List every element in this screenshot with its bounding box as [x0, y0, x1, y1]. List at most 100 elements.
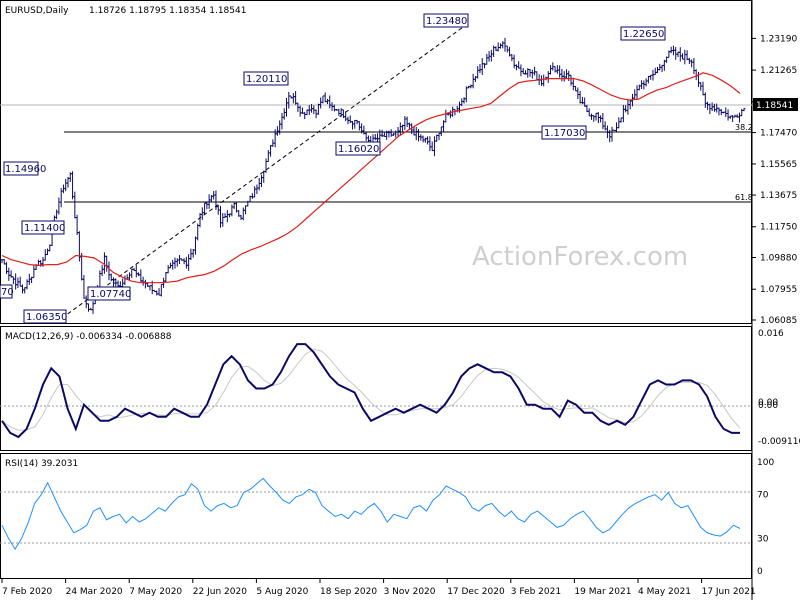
- time-axis: 7 Feb 2020 24 Mar 2020 7 May 2020 22 Jun 20…: [1, 578, 756, 597]
- price-bar: [105, 255, 109, 272]
- price-bar: [498, 43, 502, 49]
- price-bar: [364, 132, 368, 141]
- price-bar: [683, 49, 687, 65]
- macd-main-line: [1, 343, 740, 439]
- price-bar: [123, 275, 127, 286]
- price-pane-ohlc: 1.18726 1.18795 1.18354 1.18541: [89, 6, 246, 16]
- price-bar: [351, 121, 355, 130]
- price-bar: [14, 273, 18, 290]
- price-bar: [701, 81, 705, 96]
- price-bar: [196, 223, 200, 241]
- price-bar: [542, 74, 546, 87]
- rsi-tick-label: 30: [757, 534, 769, 544]
- price-bar: [505, 45, 509, 53]
- price-bar: [571, 77, 575, 91]
- price-bar: [530, 69, 534, 79]
- price-bar: [166, 265, 170, 274]
- callout-1-20110-text: 1.20110: [246, 74, 287, 85]
- price-bar: [376, 133, 380, 143]
- callout-1-16020: 1.16020: [335, 141, 381, 156]
- price-bar: [137, 272, 141, 277]
- price-bar: [73, 191, 77, 219]
- price-bar: [175, 258, 179, 267]
- price-bar: [706, 101, 710, 110]
- price-bar: [319, 97, 323, 109]
- price-bar: [644, 78, 648, 87]
- price-bar: [417, 129, 421, 142]
- time-tick-label: 5 Aug 2020: [256, 587, 308, 597]
- price-bar: [432, 136, 436, 157]
- price-bar: [98, 270, 102, 289]
- price-bar: [503, 37, 507, 52]
- price-bar: [430, 141, 434, 152]
- price-bar: [574, 86, 578, 92]
- price-bar: [624, 105, 628, 113]
- price-bar: [453, 109, 457, 116]
- price-bar: [134, 264, 138, 278]
- callout-1-23480: 1.23480: [423, 13, 469, 28]
- price-bar: [157, 288, 161, 296]
- price-bar: [285, 97, 289, 117]
- price-bar: [681, 53, 685, 60]
- price-bar: [546, 71, 550, 83]
- price-bar: [642, 80, 646, 90]
- price-bar: [558, 65, 562, 78]
- price-bar: [517, 61, 521, 69]
- price-bar: [241, 207, 245, 221]
- time-tick-label: 3 Feb 2021: [511, 587, 561, 597]
- price-bar: [501, 41, 505, 49]
- price-bar: [219, 205, 223, 228]
- price-bar: [553, 66, 557, 73]
- price-bar: [533, 66, 537, 76]
- time-tick-label: 18 Sep 2020: [320, 587, 377, 597]
- price-bar: [414, 126, 418, 141]
- price-bar: [20, 284, 24, 294]
- callout-1-14960: 1.14960: [3, 161, 46, 176]
- price-bar: [225, 210, 229, 223]
- price-bar: [5, 262, 9, 275]
- price-tick-label: 1.17470: [760, 129, 797, 139]
- price-bar: [678, 47, 682, 62]
- price-tick-label: 1.15565: [760, 160, 797, 170]
- price-bar: [742, 107, 746, 112]
- callout-1-11400: 1.11400: [21, 220, 65, 235]
- rsi-axis: 100 70 30 0: [757, 458, 774, 577]
- callout-1-06350: 1.06350: [23, 309, 67, 324]
- price-bar: [221, 213, 225, 227]
- callout-1-22650: 1.22650: [620, 26, 666, 41]
- callout-1-11400-text: 1.11400: [24, 223, 65, 234]
- price-tick-label: 1.11750: [760, 223, 797, 233]
- price-bar: [398, 122, 402, 135]
- price-bar: [164, 272, 168, 283]
- price-bar: [257, 177, 261, 191]
- price-bar: [203, 202, 207, 215]
- callout-1-17030: 1.17030: [541, 125, 587, 140]
- price-bar: [594, 112, 598, 121]
- price-bar: [46, 248, 50, 256]
- price-bar: [205, 201, 209, 210]
- price-bar: [469, 84, 473, 89]
- time-tick-label: 7 May 2020: [129, 587, 182, 597]
- price-bar: [80, 253, 84, 281]
- price-bar: [187, 254, 191, 271]
- price-bar: [521, 67, 525, 75]
- price-bar: [91, 301, 95, 314]
- price-bar: [649, 74, 653, 80]
- last-price-label: 1.18541: [756, 101, 793, 111]
- last-price-box: [753, 98, 798, 111]
- price-bar: [230, 204, 234, 217]
- price-bar: [139, 269, 143, 283]
- price-bar: [731, 115, 735, 122]
- macd-tick-label: 0.016: [758, 329, 784, 339]
- price-bar: [489, 49, 493, 62]
- price-bar: [437, 132, 441, 141]
- time-tick-label: 7 Feb 2020: [2, 587, 53, 597]
- price-bar: [294, 91, 298, 105]
- price-bar: [18, 276, 22, 287]
- price-bar: [32, 265, 36, 279]
- price-bar: [344, 111, 348, 122]
- price-bar: [737, 112, 741, 123]
- price-bar: [599, 115, 603, 123]
- price-bar: [269, 145, 273, 157]
